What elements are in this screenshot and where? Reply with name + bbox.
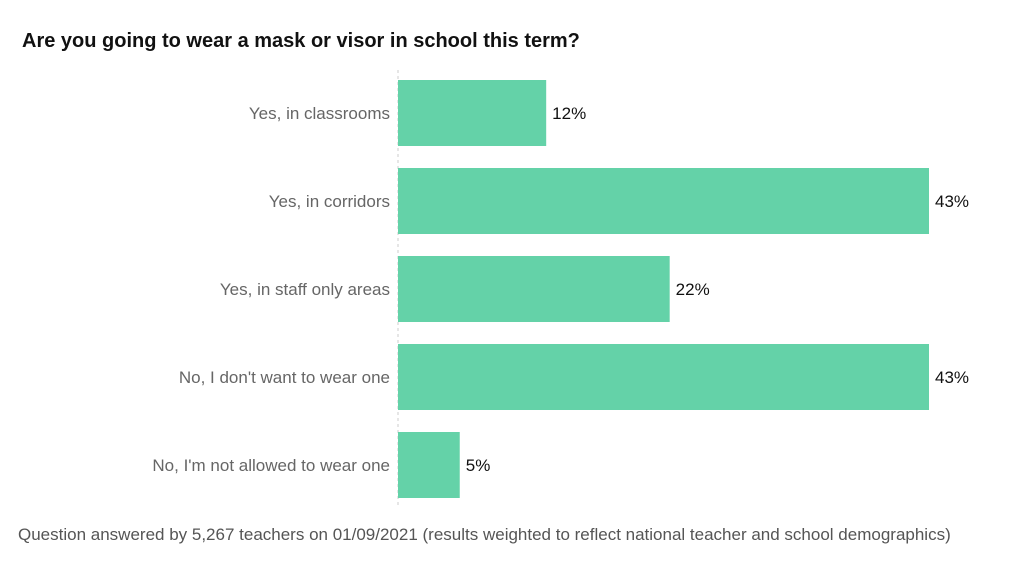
bar <box>398 256 670 322</box>
category-label: No, I'm not allowed to wear one <box>152 456 390 475</box>
chart-title: Are you going to wear a mask or visor in… <box>22 30 580 52</box>
bar <box>398 80 547 146</box>
category-label: Yes, in corridors <box>269 192 390 211</box>
data-label: 43% <box>935 368 969 387</box>
category-label: Yes, in classrooms <box>249 104 390 123</box>
data-label: 5% <box>466 456 491 475</box>
data-label: 43% <box>935 192 969 211</box>
category-label: Yes, in staff only areas <box>220 280 390 299</box>
bar <box>398 168 929 234</box>
chart-footnote: Question answered by 5,267 teachers on 0… <box>18 525 951 544</box>
category-label: No, I don't want to wear one <box>179 368 390 387</box>
data-label: 12% <box>552 104 586 123</box>
data-label: 22% <box>676 280 710 299</box>
bar <box>398 344 929 410</box>
bar <box>398 432 460 498</box>
